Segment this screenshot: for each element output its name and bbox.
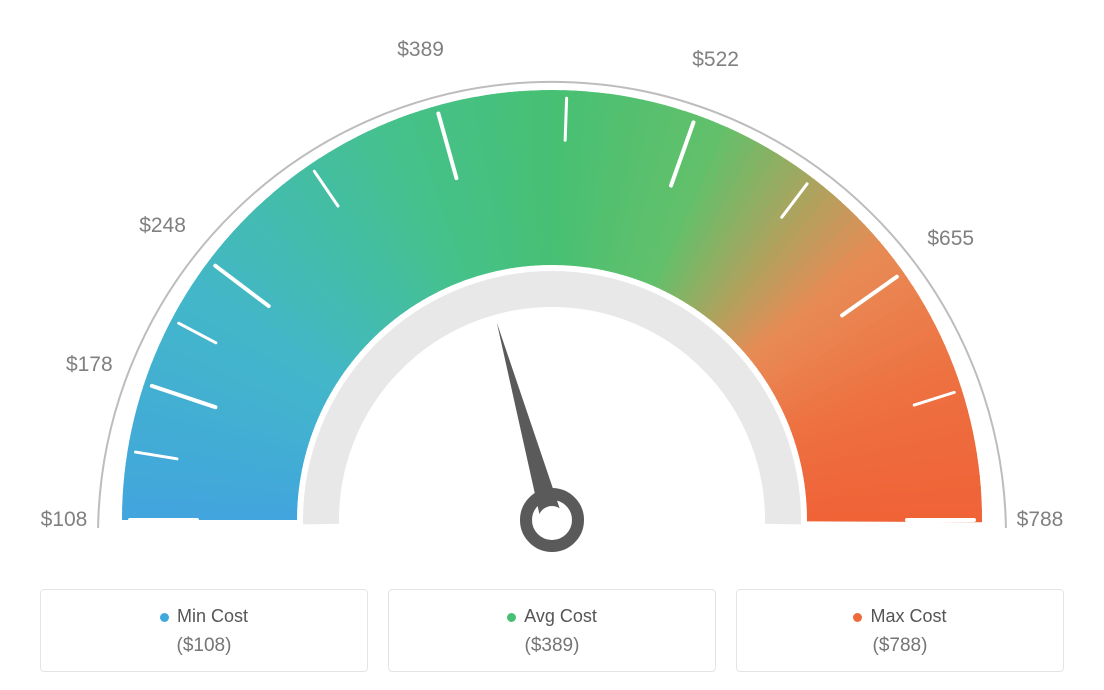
legend-max-dot	[853, 613, 862, 622]
legend-avg-label: Avg Cost	[524, 606, 597, 626]
scale-label: $655	[927, 227, 974, 251]
legend-avg: Avg Cost ($389)	[388, 589, 716, 672]
legend-min-dot	[160, 613, 169, 622]
scale-label: $522	[692, 48, 739, 72]
scale-label: $788	[1017, 508, 1064, 532]
legend-min: Min Cost ($108)	[40, 589, 368, 672]
legend-max-value: ($788)	[747, 635, 1053, 657]
cost-gauge-chart: $108 $178 $248 $389 $522 $655 $788 Min Cost ($…	[0, 0, 1104, 690]
legend-avg-dot	[507, 613, 516, 622]
gauge-svg	[0, 0, 1104, 600]
scale-label: $178	[66, 353, 113, 377]
legend-max: Max Cost ($788)	[736, 589, 1064, 672]
scale-label: $389	[397, 38, 444, 62]
legend-min-label: Min Cost	[177, 606, 248, 626]
legend: Min Cost ($108) Avg Cost ($389) Max Cost…	[40, 589, 1064, 672]
scale-label: $248	[139, 214, 186, 238]
legend-max-label: Max Cost	[870, 606, 946, 626]
legend-min-value: ($108)	[51, 635, 357, 657]
scale-label: $108	[41, 508, 88, 532]
legend-avg-value: ($389)	[399, 635, 705, 657]
